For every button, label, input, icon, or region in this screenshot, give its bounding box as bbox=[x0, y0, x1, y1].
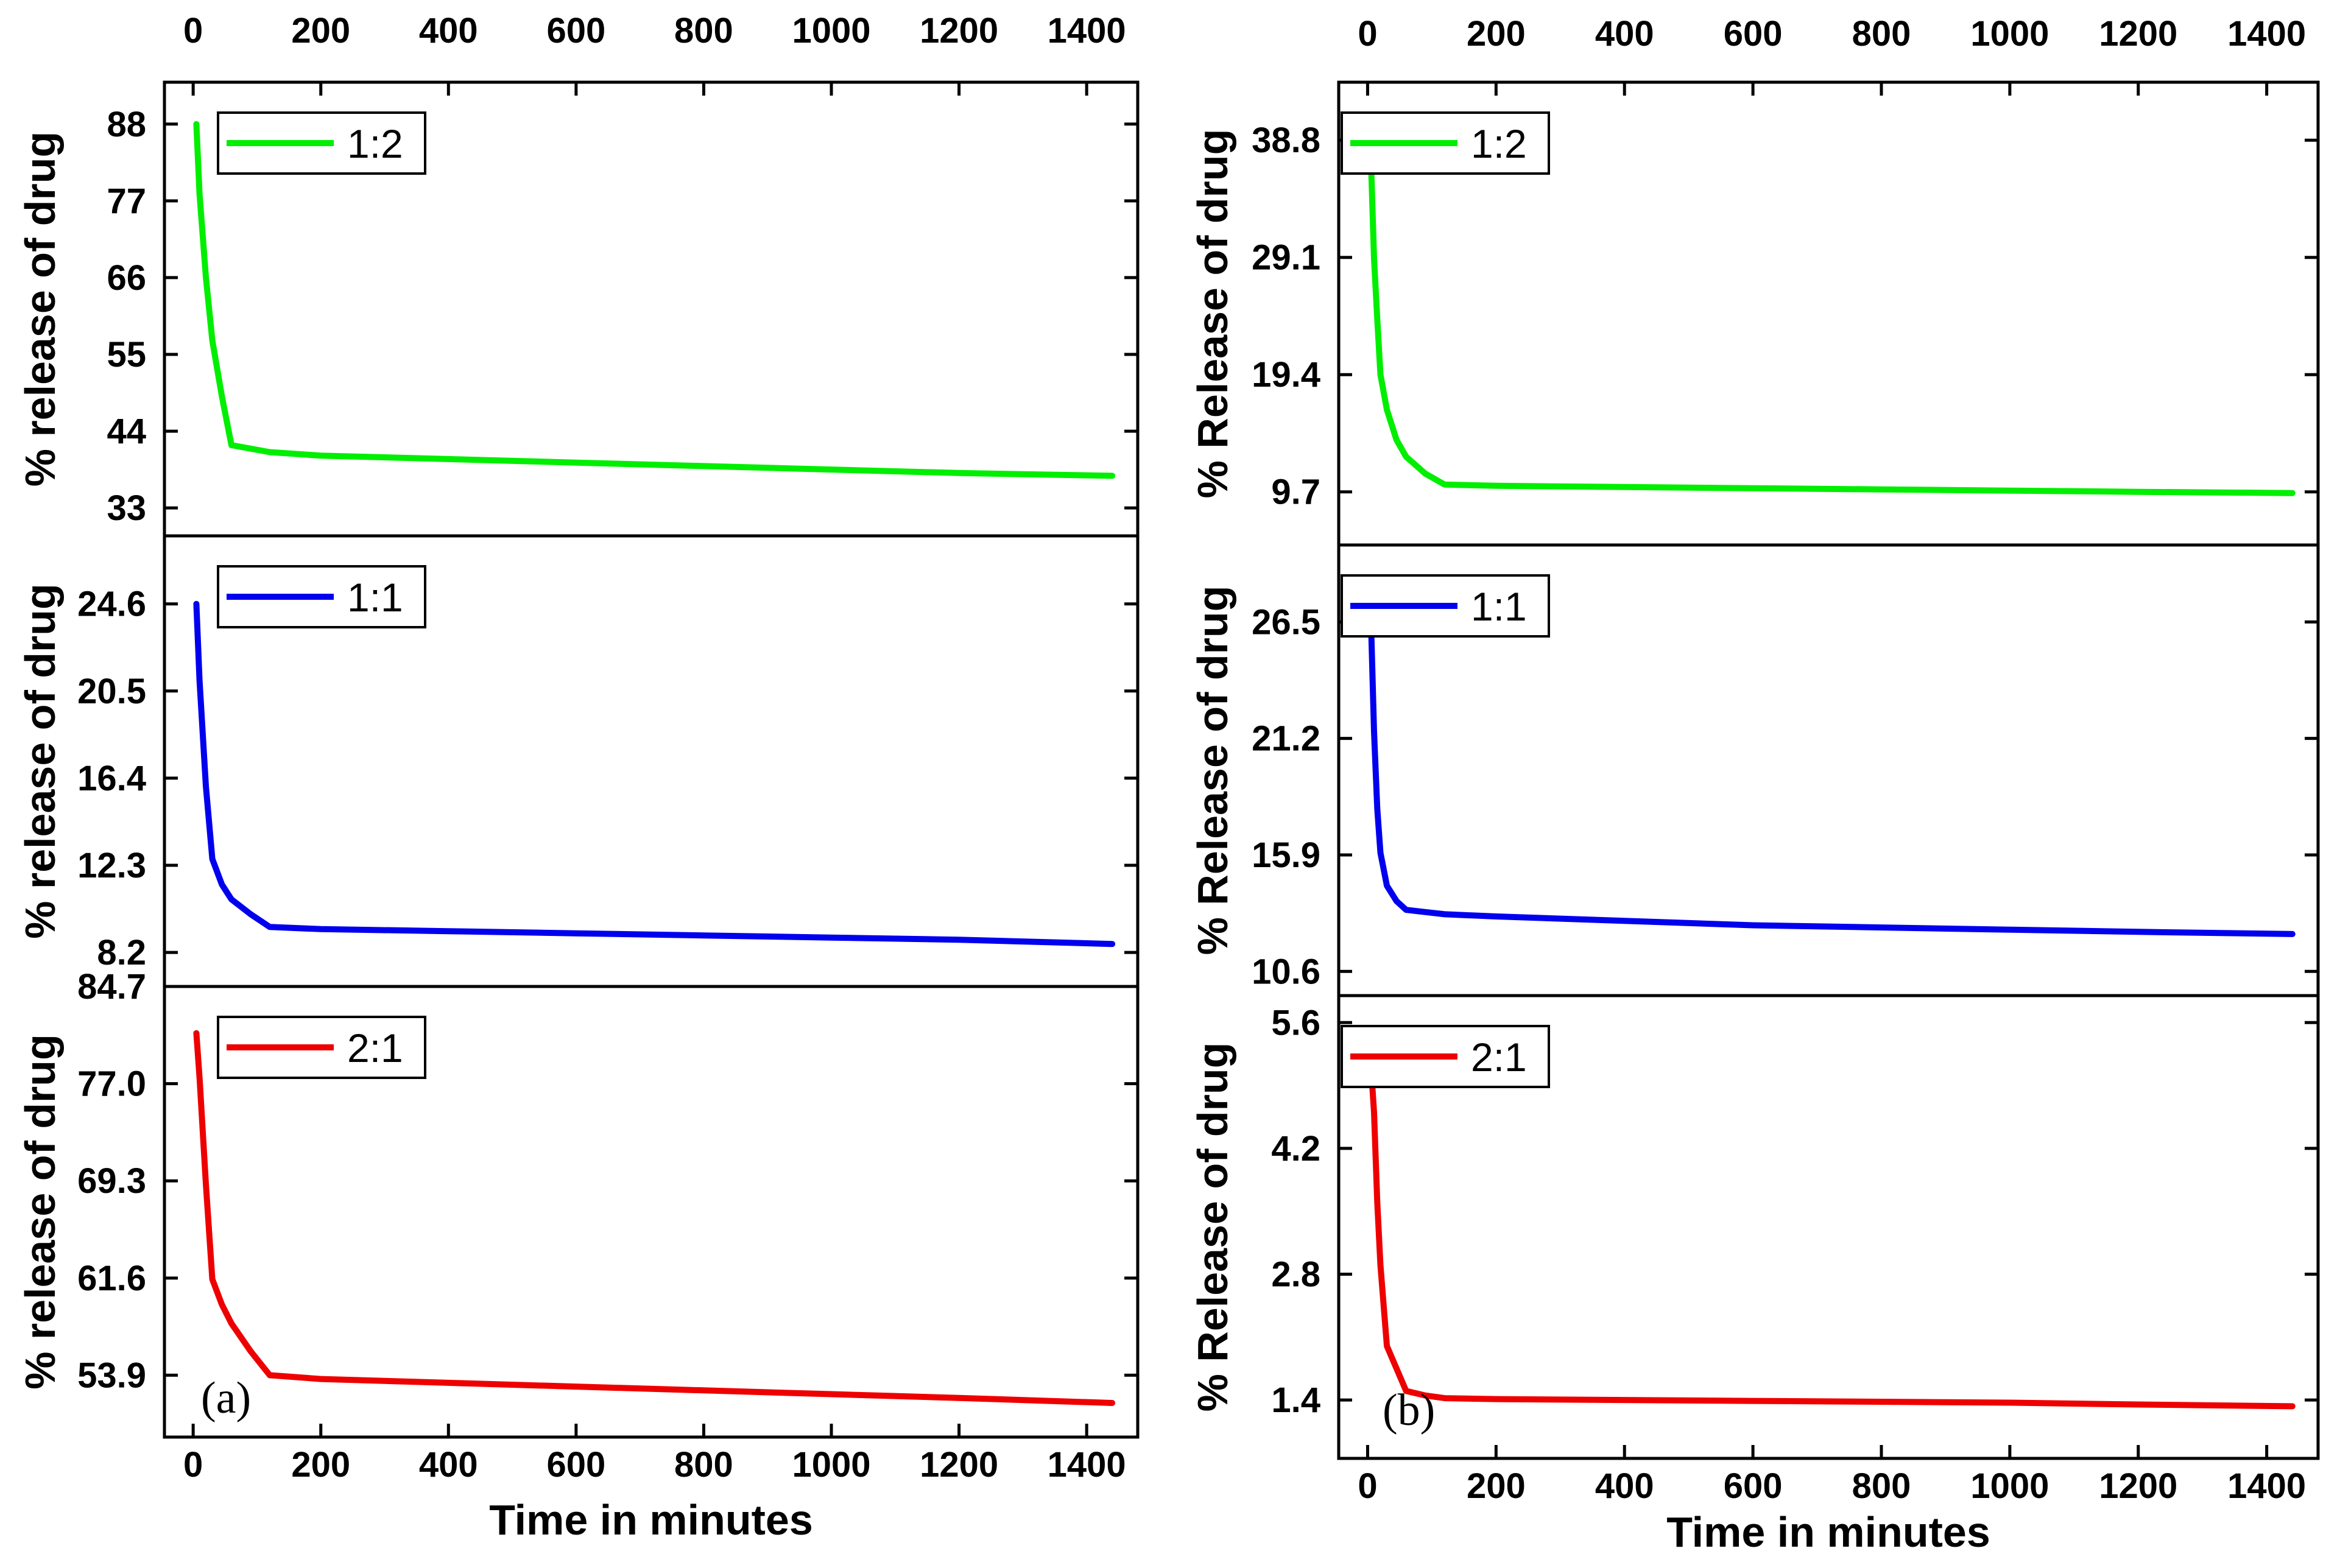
y-tick-label: 77.0 bbox=[77, 1064, 146, 1104]
x-axis-title: Time in minutes bbox=[489, 1496, 813, 1544]
x-tick-label-top: 400 bbox=[1595, 14, 1654, 54]
x-tick-label-top: 1200 bbox=[920, 11, 998, 51]
x-tick-label-bottom: 1000 bbox=[792, 1445, 871, 1485]
y-tick-label: 10.6 bbox=[1252, 952, 1320, 991]
y-tick-label: 4.2 bbox=[1271, 1129, 1320, 1169]
y-tick-label: 12.3 bbox=[77, 846, 146, 885]
subplot-1-1: 10.6 15.9 21.2 26.5 % Release of drug 1:1 bbox=[1189, 543, 2320, 997]
y-axis-title: % release of drug bbox=[16, 132, 64, 487]
x-tick-label-top: 0 bbox=[1358, 14, 1377, 54]
x-tick-label-bottom: 1000 bbox=[1970, 1466, 2049, 1506]
y-tick-label: 33 bbox=[107, 488, 146, 528]
series-line-2-1 bbox=[1367, 1060, 2296, 1410]
plot-frame bbox=[163, 985, 1140, 1439]
x-tick-label-bottom: 1200 bbox=[2099, 1466, 2177, 1506]
y-tick-label: 9.7 bbox=[1271, 473, 1320, 512]
y-tick-label: 84.7 bbox=[77, 967, 146, 1007]
y-tick-label: 77 bbox=[107, 181, 146, 221]
x-tick-label-bottom: 0 bbox=[1358, 1466, 1377, 1506]
x-tick-label-top: 400 bbox=[419, 11, 478, 51]
y-axis-title: % Release of drug bbox=[1189, 129, 1236, 499]
x-tick-label-top: 800 bbox=[1852, 14, 1911, 54]
x-tick-label-top: 1000 bbox=[792, 11, 871, 51]
y-tick-label: 24.6 bbox=[77, 585, 146, 624]
y-tick-label: 15.9 bbox=[1252, 835, 1320, 875]
series-line-1-2 bbox=[1367, 153, 2296, 496]
y-tick-label: 20.5 bbox=[77, 672, 146, 711]
x-tick-label-bottom: 800 bbox=[674, 1445, 733, 1485]
plot-frame bbox=[1337, 994, 2320, 1460]
series-line-1-1 bbox=[1367, 612, 2296, 937]
y-tick-label: 26.5 bbox=[1252, 602, 1320, 642]
legend-label: 2:1 bbox=[347, 1025, 403, 1071]
x-tick-label-top: 1000 bbox=[1970, 14, 2049, 54]
x-tick-label-bottom: 800 bbox=[1852, 1466, 1911, 1506]
y-tick-label: 16.4 bbox=[77, 759, 146, 798]
x-axis-title: Time in minutes bbox=[1666, 1508, 1990, 1556]
x-tick-label-bottom: 200 bbox=[1467, 1466, 1526, 1506]
x-tick-label-top: 600 bbox=[546, 11, 605, 51]
legend-label: 1:2 bbox=[347, 121, 403, 166]
y-tick-label: 44 bbox=[107, 412, 146, 451]
series-line-1-2 bbox=[193, 121, 1116, 479]
legend-label: 1:2 bbox=[1471, 121, 1527, 166]
x-tick-label-bottom: 1200 bbox=[920, 1445, 998, 1485]
x-tick-label-bottom: 600 bbox=[1724, 1466, 1783, 1506]
y-axis-title: % Release of drug bbox=[1189, 586, 1236, 955]
y-tick-label: 66 bbox=[107, 258, 146, 298]
x-tick-label-top: 800 bbox=[674, 11, 733, 51]
x-tick-label-top: 600 bbox=[1724, 14, 1783, 54]
x-tick-label-top: 0 bbox=[183, 11, 203, 51]
legend-label: 1:1 bbox=[1471, 584, 1527, 629]
x-tick-label-bottom: 600 bbox=[546, 1445, 605, 1485]
y-tick-label: 69.3 bbox=[77, 1161, 146, 1201]
y-axis-title: % release of drug bbox=[16, 1034, 64, 1390]
subplot-1-2: 33 44 55 66 77 88 % release of drug 1:2 bbox=[16, 80, 1140, 538]
panel-label: (b) bbox=[1383, 1385, 1435, 1435]
subplot-1-1: 8.2 12.3 16.4 20.5 24.6 % release of drug 1:1 bbox=[16, 534, 1140, 988]
y-tick-label: 21.2 bbox=[1252, 719, 1320, 759]
x-tick-label-bottom: 400 bbox=[419, 1445, 478, 1485]
y-tick-label: 19.4 bbox=[1252, 355, 1320, 395]
x-tick-label-top: 200 bbox=[1467, 14, 1526, 54]
subplot-2-1: 53.9 61.6 69.3 77.0 84.7 % release of drug 2:1 bbox=[16, 967, 1140, 1439]
y-tick-label: 38.8 bbox=[1252, 121, 1320, 160]
y-axis-title: % Release of drug bbox=[1189, 1042, 1236, 1412]
y-tick-label: 88 bbox=[107, 105, 146, 144]
x-tick-label-bottom: 1400 bbox=[1048, 1445, 1126, 1485]
panel-label: (a) bbox=[201, 1373, 251, 1423]
y-tick-label: 1.4 bbox=[1271, 1380, 1320, 1420]
y-tick-label: 8.2 bbox=[97, 933, 146, 972]
x-tick-label-bottom: 1400 bbox=[2227, 1466, 2306, 1506]
y-tick-label: 61.6 bbox=[77, 1259, 146, 1298]
x-tick-label-bottom: 200 bbox=[291, 1445, 350, 1485]
subplot-2-1: 1.4 2.8 4.2 5.6 % Release of drug 2:1 bbox=[1189, 994, 2320, 1460]
y-tick-label: 53.9 bbox=[77, 1355, 146, 1395]
chart-panel-b: 0 0 200 200 400 400 600 600 800 800 1000 1000 1200 12… bbox=[1189, 14, 2320, 1556]
legend-label: 1:1 bbox=[347, 575, 403, 620]
x-tick-label-top: 1200 bbox=[2099, 14, 2177, 54]
y-tick-label: 5.6 bbox=[1271, 1003, 1320, 1042]
x-tick-label-bottom: 0 bbox=[183, 1445, 203, 1485]
series-line-1-1 bbox=[193, 600, 1116, 947]
legend-label: 2:1 bbox=[1471, 1035, 1527, 1080]
series-line-2-1 bbox=[193, 1030, 1116, 1406]
x-tick-label-top: 200 bbox=[291, 11, 350, 51]
subplot-1-2: 9.7 19.4 29.1 38.8 % Release of drug 1:2 bbox=[1189, 80, 2320, 547]
y-tick-label: 29.1 bbox=[1252, 238, 1320, 278]
chart-panel-a: 0 0 200 200 400 400 600 600 800 800 1000 1000 1200 12… bbox=[16, 11, 1140, 1544]
x-tick-label-top: 1400 bbox=[2227, 14, 2306, 54]
x-tick-label-top: 1400 bbox=[1048, 11, 1126, 51]
y-tick-label: 55 bbox=[107, 335, 146, 374]
x-tick-label-bottom: 400 bbox=[1595, 1466, 1654, 1506]
y-axis-title: % release of drug bbox=[16, 583, 64, 939]
y-tick-label: 2.8 bbox=[1271, 1254, 1320, 1294]
